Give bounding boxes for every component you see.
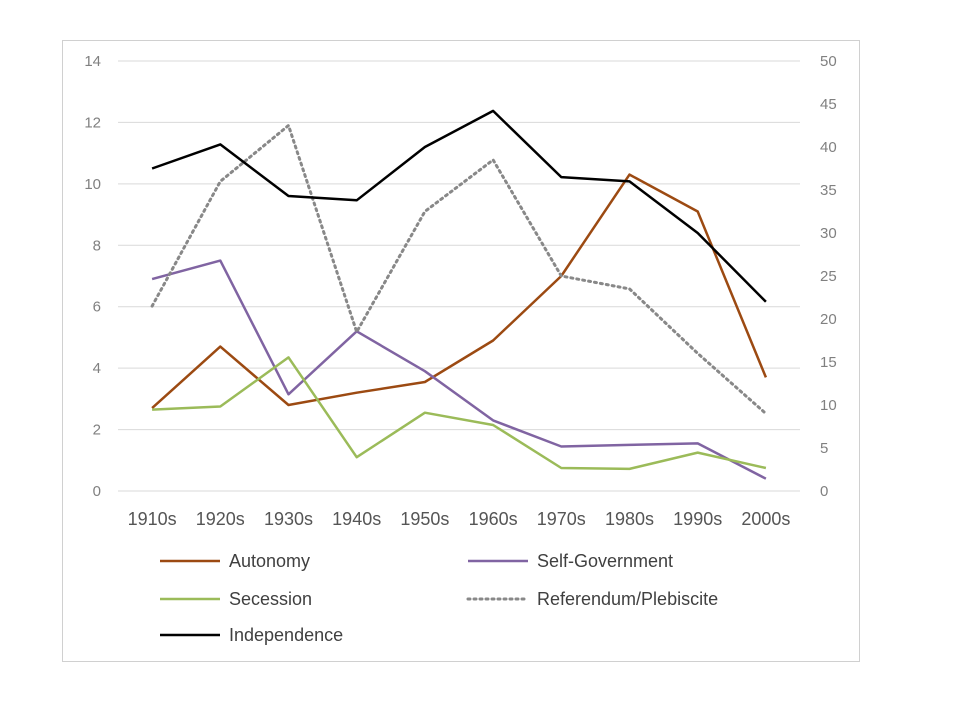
right-tick-label: 25 [820,268,837,285]
x-tick-label: 1930s [264,509,313,529]
left-tick-label: 6 [93,299,101,316]
right-tick-label: 40 [820,139,837,156]
right-tick-label: 30 [820,225,837,242]
x-tick-label: 1940s [332,509,381,529]
legend-label: Referendum/Plebiscite [537,589,718,609]
right-tick-label: 10 [820,397,837,414]
right-tick-label: 15 [820,354,837,371]
series-line-referendum-plebiscite [150,124,768,416]
legend-label: Self-Government [537,551,673,571]
left-tick-label: 12 [84,114,101,131]
right-tick-label: 35 [820,182,837,199]
legend-label: Secession [229,589,312,609]
x-tick-label: 1980s [605,509,654,529]
series-line-independence [151,109,767,303]
x-tick-label: 1970s [537,509,586,529]
left-axis-ticks: 0 2 4 6 8 10 12 14 [84,53,101,500]
left-tick-label: 0 [93,483,101,500]
right-tick-label: 45 [820,96,837,113]
x-axis-ticks: 1910s 1920s 1930s 1940s 1950s 1960s 1970s 1980s… [128,509,791,529]
right-tick-label: 50 [820,53,837,70]
x-tick-label: 2000s [741,509,790,529]
left-tick-label: 10 [84,176,101,193]
x-tick-label: 1960s [469,509,518,529]
left-tick-label: 2 [93,422,101,439]
x-tick-label: 1920s [196,509,245,529]
chart-frame [62,40,860,662]
left-tick-label: 14 [84,53,101,70]
right-tick-label: 5 [820,440,828,457]
right-tick-label: 0 [820,483,828,500]
series-line-secession [152,356,767,471]
x-tick-label: 1990s [673,509,722,529]
left-tick-label: 4 [93,360,101,377]
x-tick-label: 1910s [128,509,177,529]
series-line-self-government [151,259,767,480]
series-line-autonomy [151,173,768,410]
left-tick-label: 8 [93,237,101,254]
legend-label: Independence [229,625,343,645]
right-tick-label: 20 [820,311,837,328]
legend-label: Autonomy [229,551,310,571]
gridlines [118,60,800,492]
series-lines [150,109,768,480]
x-tick-label: 1950s [400,509,449,529]
legend: Autonomy Self-Government Secession Referend… [160,551,718,645]
right-axis-ticks: 0 5 10 15 20 25 30 35 40 45 50 [820,53,837,500]
